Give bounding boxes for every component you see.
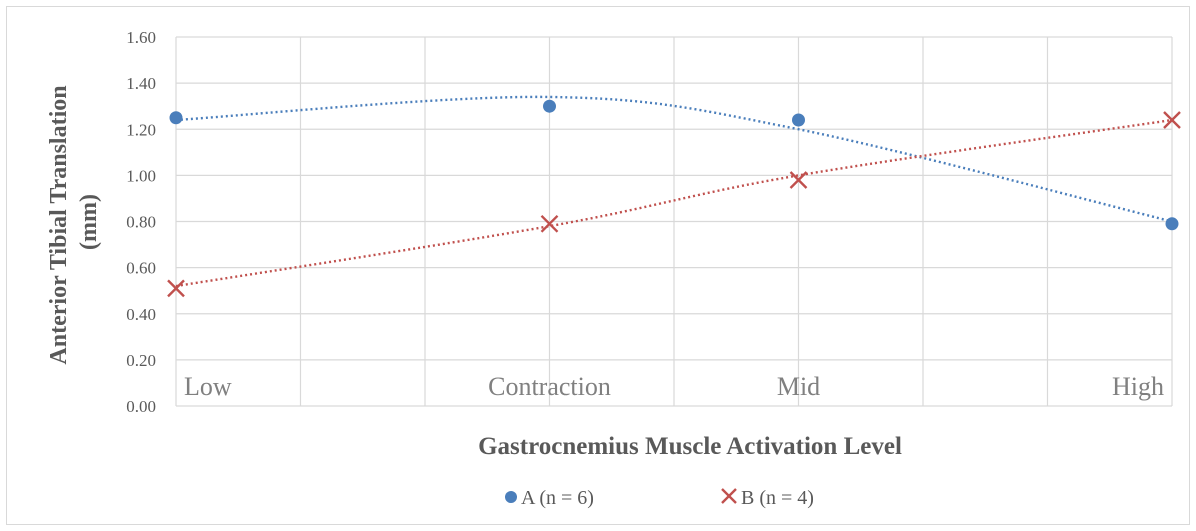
- legend-marker-a: [505, 491, 517, 503]
- y-tick-label: 0.40: [126, 305, 156, 324]
- data-point-b-stroke: [789, 171, 808, 189]
- data-point-a: [792, 113, 805, 127]
- gridlines: [175, 36, 1173, 407]
- y-axis-title-line-1: Anterior Tibial Translation: [46, 85, 72, 364]
- data-point-b: [789, 171, 808, 189]
- legend: A (n = 6) B (n = 4): [505, 487, 814, 509]
- y-tick-label: 1.20: [126, 120, 156, 139]
- y-axis-title-line-2: (mm): [76, 194, 102, 250]
- trendlines: [175, 95, 1173, 288]
- y-tick-label: 0.60: [126, 259, 156, 278]
- legend-label-b: B (n = 4): [741, 487, 814, 509]
- data-point-a: [169, 111, 183, 125]
- data-point-b-stroke: [167, 279, 185, 298]
- y-tick-label: 1.40: [126, 74, 156, 93]
- x-axis-title: Gastrocnemius Muscle Activation Level: [478, 433, 902, 460]
- data-markers: [167, 99, 1181, 298]
- category-label: High: [1112, 372, 1164, 401]
- y-tick-labels: 0.00 0.20 0.40 0.60 0.80 1.00 1.20 1.40 1.60: [126, 28, 156, 416]
- trendline-series-b: [175, 118, 1173, 288]
- legend-label-a: A (n = 6): [521, 487, 594, 509]
- y-axis-title: Anterior Tibial Translation (mm): [46, 79, 102, 364]
- y-tick-label: 1.60: [126, 28, 156, 47]
- data-point-a: [543, 99, 556, 113]
- data-point-b-stroke: [1163, 111, 1181, 129]
- legend-marker-b: [721, 488, 737, 504]
- category-label: Low: [184, 372, 232, 401]
- y-tick-label: 0.00: [126, 397, 156, 416]
- data-point-b-stroke: [540, 214, 559, 233]
- y-tick-label: 1.00: [126, 166, 156, 185]
- category-label: Contraction: [488, 372, 611, 401]
- category-label: Mid: [777, 372, 820, 401]
- y-tick-label: 0.80: [126, 213, 156, 232]
- data-point-a: [1165, 217, 1179, 231]
- data-point-b: [167, 279, 185, 298]
- data-point-b: [540, 214, 559, 233]
- y-tick-label: 0.20: [126, 351, 156, 370]
- category-labels: Low Contraction Mid High: [184, 372, 1164, 401]
- chart-frame: [6, 6, 1190, 525]
- data-point-b: [1163, 111, 1181, 129]
